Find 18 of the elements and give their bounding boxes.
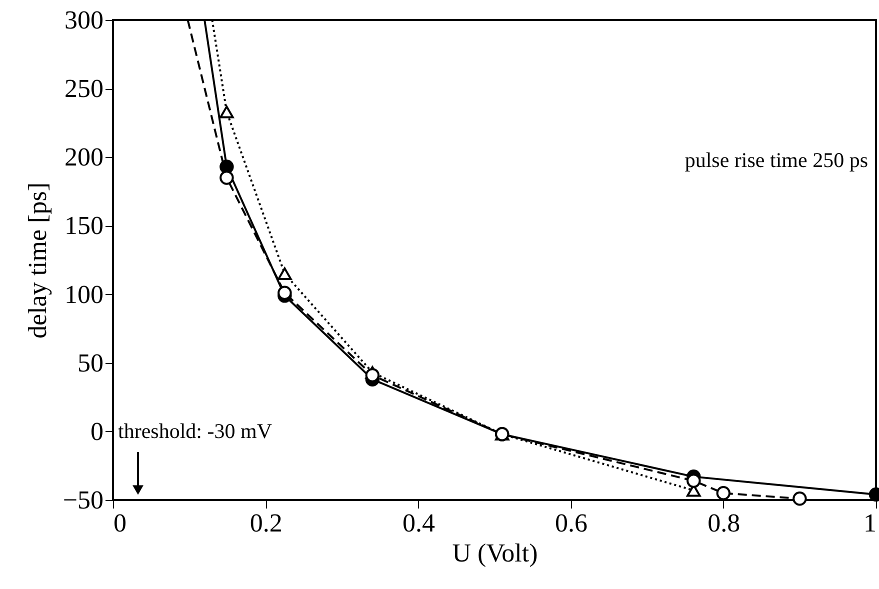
annotation: pulse rise time 250 ps <box>684 148 868 172</box>
x-tick-label: 0 <box>114 508 126 538</box>
x-tick-label: 1 <box>864 508 876 538</box>
y-tick-label: −50 <box>62 486 104 514</box>
y-tick-label: 100 <box>64 280 104 309</box>
x-tick-label: 0.6 <box>555 508 588 538</box>
x-tick-label: 0.4 <box>402 508 435 538</box>
y-tick-label: 50 <box>78 348 104 378</box>
y-tick-label: 200 <box>64 142 104 172</box>
y-axis-title: delay time [ps] <box>22 182 52 338</box>
x-tick-label: 0.2 <box>250 508 282 538</box>
y-tick-label: 250 <box>64 74 104 104</box>
y-tick-label: 300 <box>64 6 104 34</box>
x-axis-title: U (Volt) <box>452 538 538 568</box>
annotation: threshold: -30 mV <box>118 419 272 443</box>
y-tick-label: 150 <box>64 211 104 240</box>
y-tick-label: 0 <box>90 416 104 446</box>
x-tick-label: 0.8 <box>708 508 740 538</box>
